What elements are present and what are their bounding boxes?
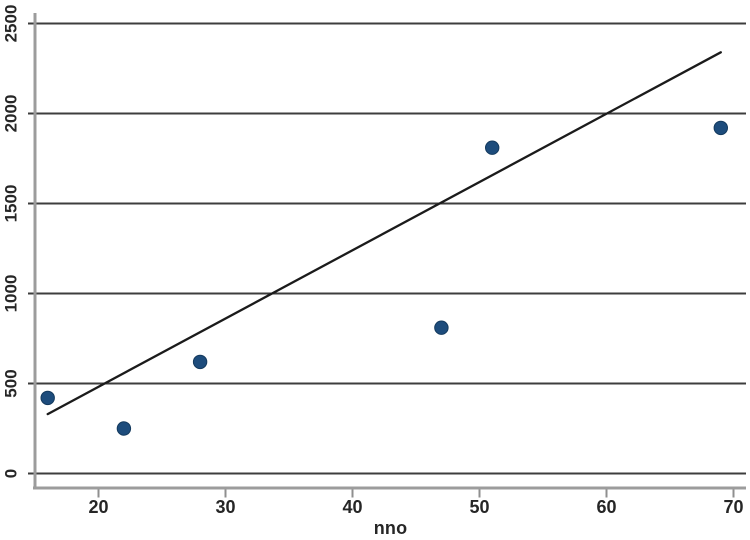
data-point: [40, 390, 55, 406]
y-tick-label: 500: [2, 369, 21, 397]
x-axis-title: nno: [373, 518, 408, 538]
y-tick-label: 2000: [2, 95, 21, 133]
x-tick-label: 30: [215, 497, 235, 517]
x-tick-label: 40: [342, 497, 362, 517]
data-point: [192, 354, 208, 370]
data-point: [434, 320, 449, 335]
x-tick-label: 70: [723, 497, 743, 517]
y-tick-label: 0: [2, 469, 21, 478]
x-tick-label: 20: [88, 497, 108, 517]
data-point: [713, 120, 728, 136]
y-tick-label: 1500: [2, 185, 21, 223]
data-point: [116, 421, 132, 436]
x-tick-label: 50: [469, 497, 489, 517]
x-tick-label: 60: [596, 497, 616, 517]
y-tick-label: 2500: [2, 5, 21, 43]
fit-line: [46, 51, 722, 416]
y-tick-label: 1000: [2, 275, 21, 313]
data-point: [485, 140, 500, 155]
